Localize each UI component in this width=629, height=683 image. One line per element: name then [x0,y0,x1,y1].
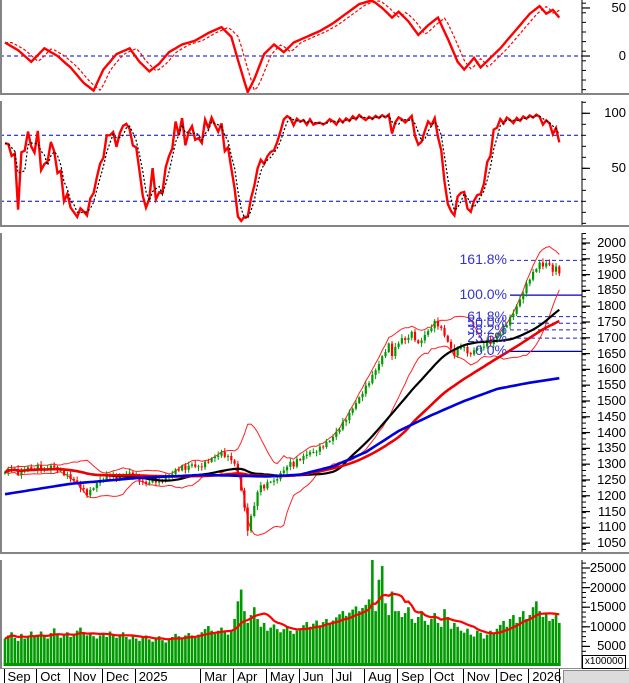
y-axis-label: 1450 [597,408,626,424]
x-axis-month-label: Jun [302,669,324,683]
fib-level-label: 23.6% [467,329,507,346]
y-axis-label: 1500 [597,392,626,408]
y-axis-label: 1950 [597,250,626,266]
panel-separator [0,225,629,233]
x-axis-month-label: Nov [73,669,97,683]
corner-box [563,670,629,683]
y-axis-label: 1550 [597,377,626,393]
y-axis-label: 1400 [597,424,626,440]
month-separator [134,669,136,683]
y-axis-label: 1050 [597,535,626,551]
month-separator [265,669,267,683]
x-axis-month-label: Jul [335,669,353,683]
y-axis-label: 2000 [597,235,626,250]
month-separator [559,669,561,683]
x-axis-month-label: Sep [401,669,425,683]
x-axis-month-label: Sep [7,669,31,683]
month-separator [462,669,464,683]
y-axis-label: 1200 [597,487,626,503]
y-axis-label: 0 [618,48,626,63]
y-axis-label: 1750 [597,313,626,329]
price-chart[interactable] [3,246,582,536]
month-separator [233,669,235,683]
y-axis-label: 50 [611,160,626,176]
y-axis-label: 100 [604,105,626,121]
momentum-chart[interactable] [0,0,582,96]
month-separator [397,669,399,683]
y-axis-label: 1700 [597,329,626,345]
month-separator [36,669,38,683]
y-axis-label: 1300 [597,456,626,472]
month-separator [429,669,431,683]
window-left-border [0,0,2,668]
month-separator [364,669,366,683]
fib-level-label: 61.8% [467,307,507,324]
month-separator [69,669,71,683]
y-axis-label: 20000 [589,579,626,595]
x-axis: Sep Oct Nov Dec 2025 Mar Apr May Jun Jul Aug Sep Oct… [0,668,629,683]
x-axis-month-label: Aug [368,669,392,683]
month-separator [298,669,300,683]
fib-level-label: 38.2% [467,320,507,337]
month-separator [3,669,5,683]
fib-level-label: 0.0% [475,342,507,359]
month-separator [101,669,103,683]
month-separator [495,669,497,683]
month-separator [331,669,333,683]
y-axis-label: 1850 [597,282,626,298]
y-axis-label: 10000 [589,618,626,634]
x-axis-month-label: Oct [433,669,455,683]
y-axis-label: 15000 [589,599,626,615]
fib-level-label: 50.0% [467,314,507,331]
x-axis-month-label: Apr [237,669,258,683]
x-axis-month-label: Mar [204,669,227,683]
volume-chart[interactable] [3,559,561,666]
stochastic-chart[interactable] [0,112,582,223]
panel-separator [0,552,629,560]
y-axis-label: 5000 [597,638,626,654]
month-separator [528,669,530,683]
x-axis-month-label: Dec [105,669,130,683]
volume-unit-label: x100000 [582,655,626,669]
x-axis-month-label: 2025 [138,669,168,683]
x-axis-month-label: Dec [499,669,523,683]
fib-level-label: 161.8% [459,251,507,268]
y-axis-label: 1800 [597,298,626,314]
y-axis-label: 1150 [598,503,626,519]
panel-separator [0,93,629,101]
month-separator [200,669,202,683]
y-axis-label: 1100 [598,519,626,535]
y-axis-label: 1900 [597,266,626,282]
y-axis-label: 50 [611,0,626,15]
y-axis-label: 25000 [589,560,626,575]
y-axis-ticks [581,0,590,668]
y-axis-label: 1250 [597,471,626,487]
x-axis-month-label: Nov [466,669,490,683]
x-axis-month-label: 2026 [532,669,562,683]
fib-level-label: 100.0% [459,286,507,303]
x-axis-month-label: May [269,669,295,683]
y-axis-label: 1600 [597,361,626,377]
y-axis-label: 1350 [597,440,626,456]
x-axis-month-label: Oct [40,669,61,683]
y-axis-label: 1650 [597,345,626,361]
